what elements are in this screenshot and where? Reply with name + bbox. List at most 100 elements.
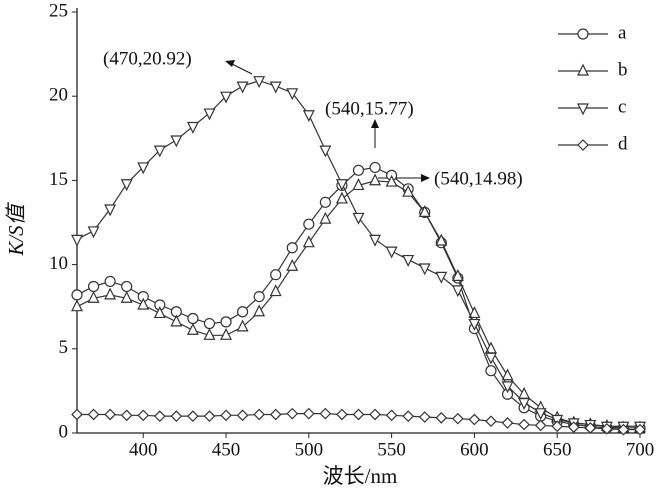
marker [253, 290, 265, 303]
marker [634, 423, 646, 436]
marker [484, 352, 497, 365]
marker [402, 184, 415, 197]
annotation-arrows [225, 60, 430, 182]
marker [220, 409, 232, 422]
marker [71, 408, 83, 421]
marker [270, 269, 282, 281]
marker [336, 408, 348, 421]
marker [186, 121, 199, 134]
marker [551, 420, 564, 433]
marker [319, 196, 331, 208]
marker [121, 280, 133, 293]
marker [518, 418, 530, 431]
series-line [76, 80, 640, 427]
marker [335, 179, 348, 192]
y-tick-label: 5 [59, 337, 69, 358]
y-axis-label: K/S值 [4, 201, 28, 256]
marker [104, 275, 116, 288]
marker [286, 407, 299, 420]
marker [302, 235, 315, 248]
marker [577, 103, 589, 116]
series-line [76, 166, 640, 429]
annotation: (540,14.98) [434, 168, 523, 189]
x-axis-label: 波长/nm [323, 464, 398, 488]
marker [435, 271, 448, 284]
marker [577, 63, 589, 76]
marker [468, 318, 481, 331]
marker [418, 411, 431, 423]
marker [534, 419, 547, 432]
marker [170, 135, 183, 148]
marker [253, 76, 266, 89]
marker [352, 408, 365, 421]
legend-label: a [618, 22, 627, 43]
marker [319, 407, 332, 420]
marker [385, 409, 398, 422]
marker [402, 254, 415, 267]
marker [501, 417, 514, 429]
marker [319, 211, 332, 224]
marker [584, 422, 597, 434]
marker [153, 306, 166, 319]
marker [435, 411, 448, 424]
marker [269, 408, 282, 421]
legend-label: d [618, 133, 628, 154]
marker [220, 316, 232, 328]
marker [435, 233, 448, 246]
x-tick-label: 450 [212, 439, 241, 460]
y-tick-label: 0 [59, 421, 69, 442]
marker [236, 409, 249, 422]
marker [352, 164, 365, 176]
marker [187, 312, 199, 325]
x-tick-label: 550 [377, 439, 406, 460]
marker [567, 421, 580, 433]
y-tick-label: 20 [49, 85, 68, 106]
annotation: (470,20.92) [103, 48, 192, 69]
marker [104, 204, 117, 217]
marker [120, 179, 133, 192]
marker [137, 162, 150, 175]
y-tick-label: 25 [49, 0, 68, 21]
marker [220, 327, 233, 340]
marker [236, 319, 249, 332]
x-tick-label: 700 [626, 439, 655, 460]
y-tick-label: 10 [49, 253, 68, 274]
marker [485, 415, 497, 428]
marker [71, 289, 83, 301]
marker [601, 422, 613, 435]
marker [269, 284, 282, 297]
marker [71, 234, 83, 247]
marker [286, 242, 298, 254]
legend-label: b [618, 59, 628, 80]
marker [369, 408, 381, 421]
marker [170, 410, 183, 423]
marker [352, 212, 365, 225]
marker [468, 306, 481, 319]
marker [269, 81, 282, 94]
marker [170, 314, 183, 327]
marker [87, 290, 100, 303]
marker [236, 306, 249, 318]
y-tick-label: 15 [49, 169, 68, 190]
marker [120, 290, 133, 303]
marker [203, 410, 216, 423]
marker [577, 139, 589, 151]
marker [402, 410, 415, 423]
marker [485, 365, 497, 377]
marker [203, 108, 216, 121]
marker [451, 285, 464, 298]
marker [452, 412, 464, 425]
marker [302, 407, 315, 420]
marker [451, 269, 464, 281]
marker [303, 218, 315, 230]
marker [220, 91, 233, 104]
marker [71, 299, 83, 312]
marker [302, 110, 315, 123]
x-tick-label: 600 [460, 439, 489, 460]
marker [253, 304, 266, 317]
marker [87, 408, 100, 421]
marker [137, 297, 150, 310]
marker [418, 263, 431, 276]
marker [286, 88, 299, 101]
